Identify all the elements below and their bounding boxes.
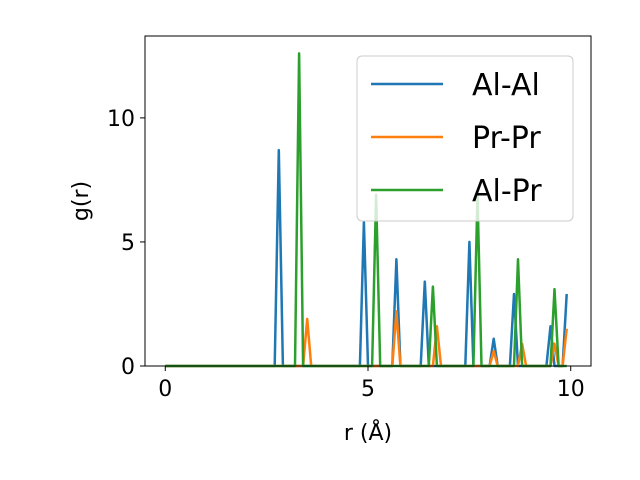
y-tick-label: 0 (121, 355, 135, 380)
x-axis-label: r (Å) (344, 419, 392, 446)
legend-label-al-pr: Al-Pr (472, 174, 542, 209)
x-tick-label: 10 (557, 377, 585, 402)
y-axis-label: g(r) (69, 181, 94, 221)
x-tick-label: 0 (158, 377, 172, 402)
x-tick-label: 5 (361, 377, 375, 402)
y-tick-label: 5 (121, 231, 135, 256)
legend-label-al-al: Al-Al (472, 68, 540, 103)
x-axis: 0 5 10 (158, 366, 585, 402)
legend-label-pr-pr: Pr-Pr (472, 121, 541, 156)
y-axis: 0 5 10 (107, 107, 145, 380)
y-tick-label: 10 (107, 107, 135, 132)
legend: Al-Al Pr-Pr Al-Pr (356, 55, 574, 222)
legend-box (356, 55, 574, 222)
